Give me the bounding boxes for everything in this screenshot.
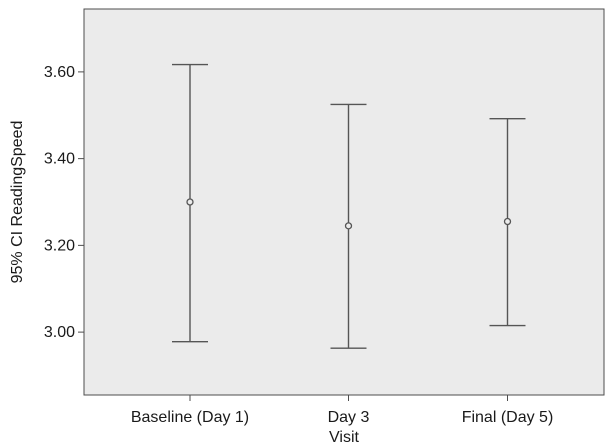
errorbars: [172, 63, 526, 349]
y-tick-label: 3.40: [44, 151, 75, 168]
y-axis-title: 95% CI ReadingSpeed: [9, 121, 26, 284]
mean-point: [344, 222, 353, 230]
x-tick-label: Final (Day 5): [462, 409, 554, 426]
mean-point: [186, 198, 194, 206]
plot-area: [83, 8, 605, 396]
y-tick-label: 3.60: [44, 64, 75, 81]
mean-point: [503, 217, 512, 226]
x-axis: Baseline (Day 1) Day 3 Final (Day 5): [131, 395, 553, 426]
y-axis: 3.00 3.20 3.40 3.60: [44, 64, 84, 341]
y-tick-label: 3.00: [44, 324, 75, 341]
y-tick-label: 3.20: [44, 237, 75, 254]
x-axis-title: Visit: [329, 429, 359, 446]
x-tick-label: Baseline (Day 1): [131, 409, 249, 426]
x-tick-label: Day 3: [328, 409, 370, 426]
